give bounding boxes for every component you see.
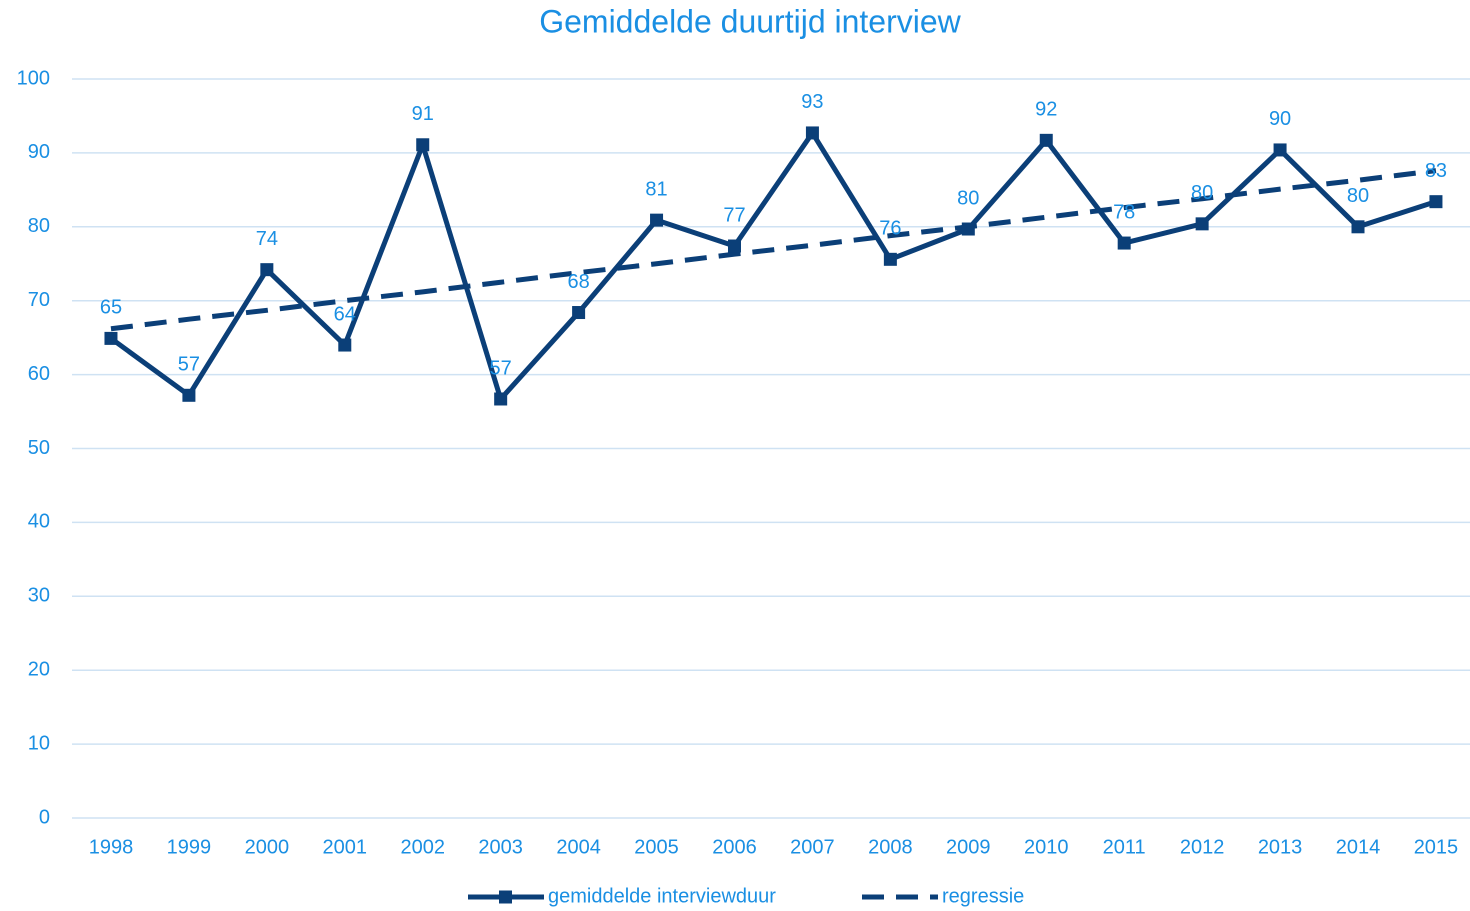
data-label: 93 xyxy=(801,91,823,113)
data-label: 81 xyxy=(645,178,667,200)
x-tick-label: 2005 xyxy=(634,836,679,858)
x-tick-label: 2014 xyxy=(1336,836,1381,858)
marker xyxy=(1273,143,1287,157)
marker xyxy=(805,126,819,140)
y-tick-label: 90 xyxy=(28,141,50,163)
data-label: 80 xyxy=(1347,185,1369,207)
marker xyxy=(182,388,196,402)
x-tick-label: 2000 xyxy=(245,836,290,858)
y-tick-label: 10 xyxy=(28,732,50,754)
x-tick-label: 2013 xyxy=(1258,836,1303,858)
data-label: 74 xyxy=(256,228,278,250)
data-label: 91 xyxy=(412,103,434,125)
marker xyxy=(727,239,741,253)
y-tick-label: 50 xyxy=(28,437,50,459)
x-tick-label: 2009 xyxy=(946,836,991,858)
marker xyxy=(1039,133,1053,147)
legend-label: gemiddelde interviewduur xyxy=(548,885,776,907)
data-label: 77 xyxy=(723,204,745,226)
marker xyxy=(572,306,586,320)
y-tick-label: 0 xyxy=(39,806,50,828)
x-tick-label: 2011 xyxy=(1103,836,1146,858)
marker xyxy=(1195,217,1209,231)
marker xyxy=(1117,236,1131,250)
data-label: 90 xyxy=(1269,108,1291,130)
y-tick-label: 40 xyxy=(28,511,50,533)
legend-marker xyxy=(499,890,512,904)
x-tick-label: 1998 xyxy=(89,836,134,858)
marker xyxy=(961,222,975,236)
chart-title: Gemiddelde duurtijd interview xyxy=(539,3,961,39)
marker xyxy=(416,138,430,152)
marker xyxy=(338,338,352,352)
x-tick-label: 2001 xyxy=(323,836,368,858)
data-label: 57 xyxy=(178,354,200,376)
y-tick-label: 20 xyxy=(28,658,50,680)
x-tick-label: 2012 xyxy=(1180,836,1225,858)
y-tick-label: 80 xyxy=(28,215,50,237)
y-tick-label: 100 xyxy=(17,67,50,89)
data-label: 65 xyxy=(100,297,122,319)
x-tick-label: 2002 xyxy=(400,836,445,858)
x-tick-label: 2006 xyxy=(712,836,757,858)
x-tick-label: 2007 xyxy=(790,836,835,858)
x-tick-label: 2003 xyxy=(478,836,523,858)
data-label: 68 xyxy=(567,271,589,293)
y-tick-label: 30 xyxy=(28,585,50,607)
marker xyxy=(104,331,118,345)
data-label: 78 xyxy=(1113,201,1135,223)
marker xyxy=(650,213,664,227)
x-tick-label: 2008 xyxy=(868,836,913,858)
data-label: 80 xyxy=(1191,182,1213,204)
regression-line xyxy=(110,168,1437,332)
x-tick-label: 2015 xyxy=(1414,836,1459,858)
x-tick-label: 2004 xyxy=(556,836,601,858)
y-tick-label: 70 xyxy=(28,289,50,311)
marker xyxy=(1351,220,1365,234)
data-label: 92 xyxy=(1035,99,1057,121)
data-label: 76 xyxy=(879,218,901,240)
x-tick-label: 2010 xyxy=(1024,836,1069,858)
data-label: 57 xyxy=(490,357,512,379)
legend-label: regressie xyxy=(942,885,1024,907)
data-label: 83 xyxy=(1425,160,1447,182)
data-label: 64 xyxy=(334,303,356,325)
marker xyxy=(1429,195,1443,209)
x-tick-label: 1999 xyxy=(167,836,212,858)
marker xyxy=(260,263,274,277)
data-label: 80 xyxy=(957,187,979,209)
marker xyxy=(494,392,508,406)
y-tick-label: 60 xyxy=(28,363,50,385)
data-line xyxy=(109,130,1437,402)
marker xyxy=(883,252,897,266)
